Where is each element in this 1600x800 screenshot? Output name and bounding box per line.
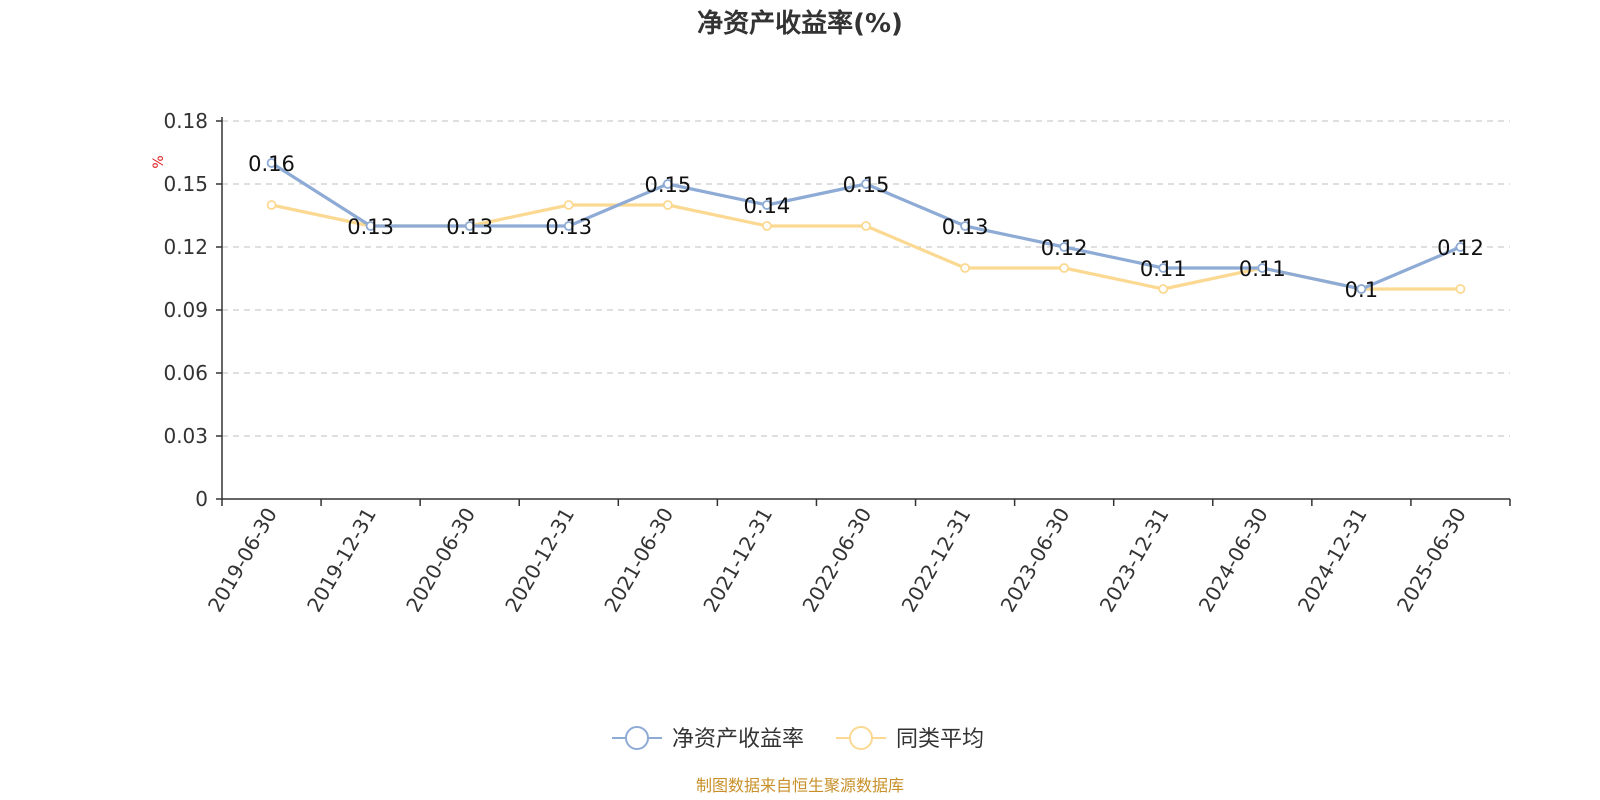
axes: 0 0.03 0.06 0.09 0.12 0.15 0.18 2019-06-30 2019-… xyxy=(163,109,1511,617)
data-label: 0.16 xyxy=(248,152,295,176)
series-lines xyxy=(266,158,1466,294)
data-source-note: 制图数据来自恒生聚源数据库 xyxy=(696,776,904,795)
y-tick-label: 0.15 xyxy=(163,172,208,196)
chart-title: 净资产收益率(%) xyxy=(697,8,903,39)
data-point xyxy=(1059,242,1070,252)
x-tick-label: 2021-12-31 xyxy=(698,504,777,617)
data-point xyxy=(365,221,376,231)
legend-swatch-marker xyxy=(849,726,873,750)
legend-label: 同类平均 xyxy=(896,727,984,752)
x-tick-label: 2020-06-30 xyxy=(401,504,480,617)
x-tick-label: 2022-12-31 xyxy=(897,504,976,617)
data-point xyxy=(1455,242,1466,252)
data-point xyxy=(266,200,277,210)
data-point xyxy=(662,179,673,189)
data-label: 0.15 xyxy=(843,173,890,197)
data-point xyxy=(1158,263,1169,273)
x-tick-label: 2024-12-31 xyxy=(1293,504,1372,617)
y-tick-label: 0.09 xyxy=(163,298,208,322)
data-label: 0.15 xyxy=(644,173,691,197)
legend-item-0[interactable]: 净资产收益率 xyxy=(612,726,804,752)
x-tick-label: 2025-06-30 xyxy=(1392,504,1471,617)
data-point xyxy=(1158,284,1169,294)
y-tick-label: 0.06 xyxy=(163,361,208,385)
data-label: 0.12 xyxy=(1041,236,1088,260)
y-tick-label: 0.03 xyxy=(163,424,208,448)
data-label: 0.11 xyxy=(1239,257,1286,281)
data-point xyxy=(960,263,970,273)
data-label: 0.13 xyxy=(446,215,493,239)
data-point xyxy=(762,221,772,231)
x-tick-label: 2024-06-30 xyxy=(1194,504,1273,617)
data-label: 0.13 xyxy=(347,215,394,239)
x-tick-label: 2021-06-30 xyxy=(599,504,678,617)
data-point xyxy=(563,221,574,231)
data-point xyxy=(1455,284,1466,294)
data-point xyxy=(563,200,574,210)
x-tick-label: 2019-06-30 xyxy=(203,504,282,617)
data-point xyxy=(762,200,772,210)
y-tick-label: 0.12 xyxy=(163,235,208,259)
data-point xyxy=(1257,263,1268,273)
data-point xyxy=(861,179,871,189)
x-tick-label: 2019-12-31 xyxy=(302,504,381,617)
data-point xyxy=(266,158,277,168)
data-label: 0.1 xyxy=(1345,278,1378,302)
data-label: 0.13 xyxy=(545,215,592,239)
y-tick-label: 0 xyxy=(195,487,208,511)
data-point xyxy=(464,221,475,231)
x-tick-label: 2023-06-30 xyxy=(996,504,1075,617)
data-point xyxy=(662,200,673,210)
legend-label: 净资产收益率 xyxy=(672,727,804,752)
legend[interactable]: 净资产收益率 同类平均 xyxy=(612,726,984,752)
data-label: 0.11 xyxy=(1140,257,1187,281)
legend-swatch-marker xyxy=(625,726,649,750)
legend-item-1[interactable]: 同类平均 xyxy=(836,726,984,752)
y-tick-label: 0.18 xyxy=(163,109,208,133)
data-point xyxy=(1356,284,1367,294)
data-point xyxy=(1059,263,1070,273)
data-label: 0.14 xyxy=(744,194,791,218)
y-axis-unit: % xyxy=(151,155,167,168)
data-point xyxy=(960,221,970,231)
data-labels: 0.16 0.13 0.13 0.13 0.15 0.14 0.15 0.13 0.12 0.11… xyxy=(248,152,1484,302)
x-tick-label: 2023-12-31 xyxy=(1095,504,1174,617)
x-tick-label: 2020-12-31 xyxy=(500,504,579,617)
data-label: 0.12 xyxy=(1437,236,1484,260)
data-label: 0.13 xyxy=(942,215,989,239)
x-tick-label: 2022-06-30 xyxy=(797,504,876,617)
data-point xyxy=(861,221,871,231)
